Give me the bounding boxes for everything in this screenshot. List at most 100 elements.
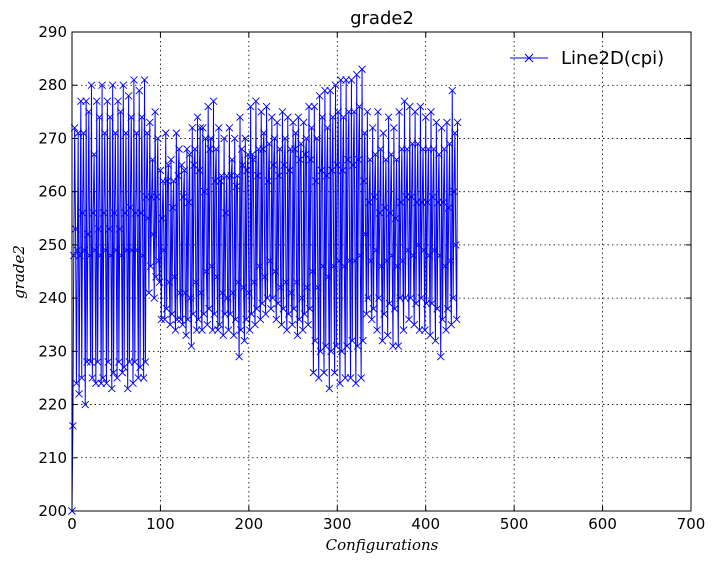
data-point-marker [260, 129, 268, 137]
data-point-marker [415, 326, 424, 334]
x-tick-label: 0 [67, 515, 77, 533]
data-point-marker [228, 155, 236, 164]
data-point-marker [229, 288, 237, 297]
y-tick-label: 260 [38, 183, 67, 201]
data-point-marker [125, 358, 134, 366]
data-point-marker [368, 123, 377, 132]
data-point-marker [436, 251, 444, 260]
data-point-marker [208, 326, 217, 334]
data-point-marker [342, 76, 350, 84]
y-axis-label: grade2 [10, 245, 28, 299]
data-point-marker [259, 145, 267, 153]
data-point-marker [388, 251, 396, 260]
x-axis-label: Configurations [326, 536, 439, 554]
data-point-marker [105, 225, 113, 233]
data-point-marker [104, 358, 113, 366]
data-point-marker [260, 273, 269, 281]
data-point-marker [308, 267, 317, 276]
data-point-marker [310, 102, 319, 111]
chart-title: grade2 [350, 8, 414, 29]
data-point-marker [152, 273, 160, 281]
data-point-marker [298, 294, 306, 302]
data-point-marker [188, 123, 197, 132]
data-point-marker [287, 288, 296, 297]
data-point-marker [325, 384, 334, 393]
data-point-marker [376, 145, 385, 153]
data-point-marker [183, 145, 191, 153]
data-point-marker [436, 352, 445, 361]
data-point-marker [372, 246, 381, 255]
data-point-marker [319, 262, 327, 270]
data-point-marker [314, 283, 322, 292]
data-point-marker [100, 129, 109, 137]
data-point-marker [438, 315, 447, 324]
data-point-marker [291, 145, 299, 153]
data-point-marker [209, 97, 218, 106]
data-point-marker [409, 251, 418, 260]
data-point-marker [130, 76, 138, 84]
plot-frame [71, 31, 692, 512]
data-point-marker [263, 294, 272, 302]
data-point-marker [175, 145, 183, 153]
data-point-marker [144, 214, 152, 223]
data-point-marker [303, 283, 312, 292]
data-point-marker [253, 171, 262, 180]
data-point-marker [250, 278, 258, 286]
data-point-marker [78, 209, 87, 217]
legend: Line2D(cpi) [510, 48, 664, 69]
data-point-marker [450, 187, 458, 196]
data-point-marker [418, 198, 426, 207]
data-point-marker [127, 113, 136, 121]
data-point-marker [398, 145, 406, 153]
data-point-marker [434, 198, 442, 207]
data-point-marker [176, 288, 184, 297]
series-layer [68, 65, 462, 515]
data-point-marker [359, 336, 367, 345]
data-point-marker [330, 368, 339, 377]
data-point-marker [109, 368, 118, 377]
data-point-marker [419, 145, 427, 153]
data-point-marker [111, 129, 120, 137]
data-point-marker [206, 145, 214, 153]
data-point-marker [402, 193, 411, 201]
data-point-marker [222, 209, 230, 217]
data-point-marker [81, 400, 90, 409]
data-point-marker [445, 139, 454, 148]
data-point-marker [110, 209, 119, 217]
data-point-marker [358, 65, 366, 74]
data-point-marker [164, 161, 173, 169]
data-point-marker [323, 123, 332, 132]
data-point-marker [389, 342, 397, 350]
data-point-marker [115, 225, 124, 233]
data-point-marker [76, 251, 84, 260]
data-point-marker [135, 86, 144, 95]
data-point-marker [149, 230, 158, 239]
axis-ticks [71, 31, 692, 512]
data-point-marker [345, 257, 354, 265]
data-point-marker [275, 171, 283, 180]
data-point-marker [324, 273, 333, 281]
data-point-marker [304, 320, 312, 329]
data-point-marker [137, 209, 145, 217]
data-point-marker [193, 113, 202, 121]
data-point-marker [270, 134, 279, 143]
data-point-marker [240, 336, 249, 345]
data-point-marker [150, 294, 159, 302]
y-tick-label: 210 [38, 449, 67, 467]
data-point-marker [433, 304, 442, 313]
y-tick-label: 240 [38, 289, 67, 307]
data-point-marker [197, 288, 205, 297]
data-point-marker [380, 310, 388, 318]
data-point-marker [147, 193, 156, 201]
data-point-marker [392, 155, 401, 164]
data-point-marker [107, 384, 116, 393]
data-point-marker [82, 97, 90, 106]
x-tick-label: 600 [588, 515, 617, 533]
data-point-marker [318, 113, 327, 121]
data-point-marker [84, 230, 92, 239]
data-point-marker [252, 97, 260, 106]
data-point-marker [122, 129, 130, 137]
data-point-marker [453, 118, 462, 127]
data-point-marker [449, 294, 457, 302]
